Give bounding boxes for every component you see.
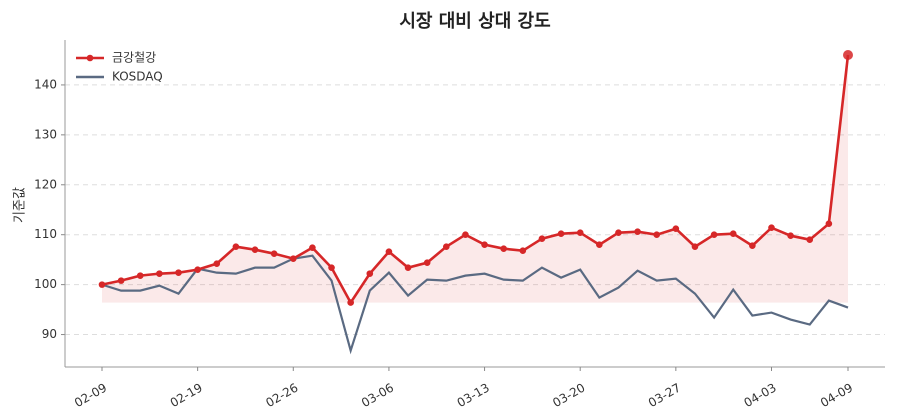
data-point — [423, 259, 431, 266]
data-point — [538, 235, 546, 242]
data-point — [729, 230, 737, 238]
data-point — [787, 232, 794, 240]
data-point — [404, 264, 412, 271]
x-tick-label: 03-13 — [455, 381, 492, 411]
data-point — [519, 247, 527, 254]
x-tick-label: 04-03 — [742, 381, 779, 411]
data-point — [710, 231, 718, 239]
legend-label: KOSDAQ — [112, 70, 163, 84]
data-point — [385, 248, 393, 255]
y-tick-label: 100 — [34, 277, 57, 291]
data-point — [749, 242, 756, 249]
chart-title: 시장 대비 상대 강도 — [399, 11, 550, 32]
data-point — [596, 241, 603, 248]
data-point — [634, 228, 641, 236]
data-point — [691, 243, 699, 250]
data-point — [768, 224, 775, 232]
x-tick-label: 03-27 — [646, 381, 683, 411]
data-point — [213, 260, 221, 267]
x-tick-label: 03-06 — [359, 381, 396, 411]
data-point — [232, 243, 240, 250]
data-point — [843, 49, 853, 60]
y-tick-label: 140 — [34, 77, 57, 91]
x-tick-label: 02-26 — [263, 381, 300, 411]
x-tick-label: 04-09 — [818, 381, 855, 411]
data-point — [672, 225, 680, 233]
data-point — [615, 229, 622, 237]
y-tick-label: 110 — [34, 227, 57, 241]
data-point — [653, 231, 661, 239]
data-point — [156, 270, 163, 277]
data-point — [443, 243, 450, 250]
legend-marker — [86, 54, 94, 62]
y-tick-label: 120 — [34, 177, 57, 191]
series-line — [101, 54, 850, 306]
data-point — [825, 220, 833, 228]
data-point — [270, 250, 278, 257]
data-point — [98, 281, 106, 288]
y-tick-label: 90 — [42, 327, 57, 341]
data-point — [462, 231, 469, 239]
data-point — [289, 255, 297, 262]
area-fill — [102, 54, 848, 303]
data-point — [366, 270, 374, 277]
data-point — [251, 246, 259, 253]
x-tick-label: 02-09 — [72, 381, 109, 411]
series-line — [101, 254, 849, 355]
data-point — [328, 264, 335, 271]
data-point — [347, 299, 354, 306]
data-point — [136, 272, 144, 279]
y-tick-label: 130 — [34, 127, 57, 141]
legend-label: 금강철강 — [112, 51, 156, 65]
data-point — [194, 266, 201, 273]
x-tick-label: 02-19 — [168, 381, 205, 411]
data-point — [481, 241, 488, 248]
y-axis-label: 기준값 — [13, 187, 28, 223]
x-tick-label: 03-20 — [550, 381, 587, 411]
data-point — [557, 230, 565, 238]
data-point — [175, 269, 182, 276]
data-point — [117, 277, 125, 284]
data-point — [500, 245, 507, 252]
data-point — [309, 244, 316, 251]
data-point — [806, 236, 814, 243]
data-point — [576, 229, 584, 237]
